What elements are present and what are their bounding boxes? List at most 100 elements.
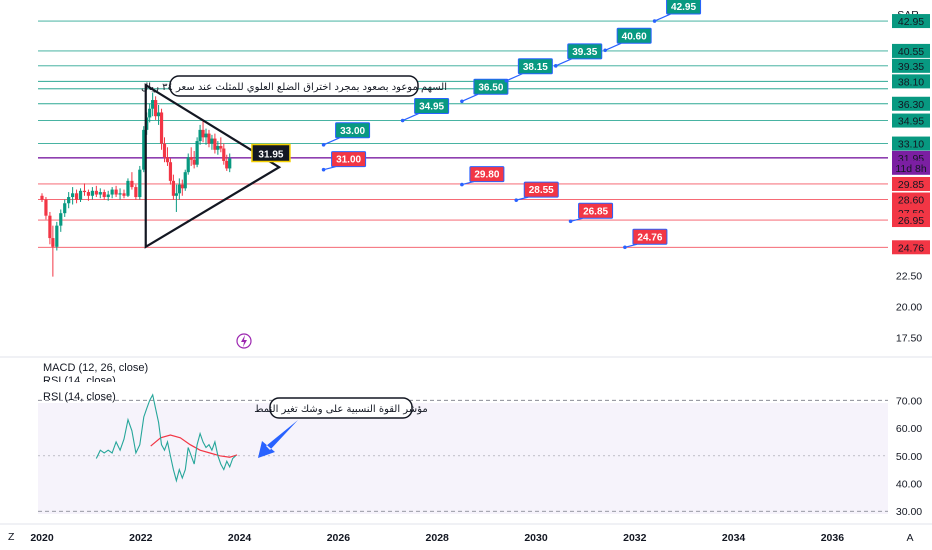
- price-badge[interactable]: [892, 96, 930, 111]
- time-tick-label: 2024: [228, 532, 252, 544]
- target-box[interactable]: [469, 166, 505, 183]
- level-lines: [38, 20, 888, 248]
- target-label: 24.76: [637, 232, 662, 243]
- macd-label[interactable]: MACD (12, 26, close): [43, 362, 148, 374]
- price-tick-label: 20.00: [896, 301, 922, 313]
- target-box[interactable]: [523, 181, 559, 198]
- lightning-icon[interactable]: [236, 333, 252, 349]
- candle-body: [219, 146, 223, 149]
- overlap-mask: [40, 382, 160, 390]
- price-axis: 42.9540.5539.3538.1036.3034.9533.1031.95…: [892, 14, 930, 345]
- target-dot: [460, 99, 464, 104]
- candle-body: [192, 159, 196, 165]
- target-box[interactable]: [567, 43, 603, 60]
- candle-body: [213, 138, 217, 150]
- target-box[interactable]: [335, 122, 371, 139]
- time-tick-label: 2026: [327, 532, 351, 544]
- candle-body: [222, 148, 226, 161]
- target-dot: [553, 64, 558, 68]
- target-dot: [623, 245, 627, 250]
- time-tick-label: 2022: [129, 532, 153, 544]
- time-axis: 2020 2022 2024 2026 2028 2030 2032 2034 2036: [30, 532, 844, 544]
- target-box[interactable]: [517, 58, 553, 75]
- candle-body: [174, 193, 178, 196]
- target-dot: [652, 19, 657, 23]
- candle-body: [201, 129, 205, 138]
- rsi-annotation-bubble: [269, 397, 413, 419]
- candle-body: [180, 184, 184, 189]
- candles: [40, 92, 232, 277]
- candle-body: [130, 180, 134, 188]
- target-dot: [504, 78, 509, 83]
- price-badge[interactable]: [892, 213, 930, 228]
- target-label: 42.95: [671, 2, 696, 13]
- price-badge[interactable]: [892, 14, 930, 29]
- candle-body: [134, 187, 138, 198]
- price-badge[interactable]: [892, 192, 930, 207]
- candle-body: [86, 192, 91, 196]
- price-badge[interactable]: [892, 74, 930, 89]
- price-tick-label: 17.50: [896, 333, 922, 345]
- price-badge[interactable]: [892, 113, 930, 128]
- target-box[interactable]: [414, 98, 450, 115]
- rsi-annotation-text: مؤشر القوة النسبية على وشك تغير النمط: [254, 404, 427, 415]
- time-tick-label: 2030: [524, 532, 548, 544]
- time-tick-label: 2034: [722, 532, 746, 544]
- target-box[interactable]: [578, 202, 614, 219]
- candle-body: [177, 184, 181, 194]
- price-pane: 33.00 34.95 36.50 38.15 39.35 40.60 42.95 31.00…: [38, 0, 930, 349]
- target-box[interactable]: [473, 78, 509, 95]
- price-badge[interactable]: [892, 136, 930, 151]
- candle-body: [67, 197, 71, 204]
- price-badge-label: 29.85: [898, 179, 924, 191]
- target-pointer: [604, 42, 622, 51]
- candle-body: [216, 146, 220, 150]
- target-box[interactable]: [666, 0, 702, 15]
- target-pointer: [323, 137, 340, 146]
- target-pointer: [402, 112, 419, 122]
- last-price-box[interactable]: [251, 143, 291, 163]
- candle-body: [154, 100, 158, 117]
- candle-body: [122, 193, 126, 196]
- target-dot: [514, 198, 519, 202]
- candle-body: [59, 213, 63, 226]
- price-badge[interactable]: [892, 160, 930, 175]
- last-price-label: 31.95: [258, 150, 283, 161]
- candle-body: [171, 180, 176, 196]
- candle-body: [148, 108, 152, 118]
- price-badge[interactable]: [892, 240, 930, 255]
- price-badge-label: 11d 8h: [895, 163, 926, 175]
- price-badge[interactable]: [892, 43, 930, 58]
- target-label: 39.35: [572, 47, 597, 58]
- target-box[interactable]: [616, 27, 652, 44]
- candle-body: [126, 180, 130, 196]
- price-badge[interactable]: [892, 176, 930, 191]
- target-label: 33.00: [340, 126, 365, 137]
- time-tick-label: 2028: [426, 532, 450, 544]
- target-dot: [400, 118, 405, 123]
- candle-body: [207, 133, 211, 144]
- candle-body: [138, 169, 142, 198]
- target-pointer: [506, 73, 523, 82]
- target-box[interactable]: [632, 228, 668, 245]
- target-dot: [603, 48, 607, 53]
- target-label: 40.60: [622, 31, 647, 42]
- target-box[interactable]: [331, 151, 367, 168]
- candle-body: [225, 160, 229, 169]
- price-annotation: السهم موعود بصعود بمجرد اختراق الضلع الع…: [141, 75, 447, 97]
- target-label: 34.95: [419, 102, 444, 113]
- price-tick-label: 22.50: [896, 270, 922, 282]
- corner-left-label[interactable]: Z: [8, 531, 15, 543]
- candle-body: [204, 133, 208, 138]
- candle-body: [55, 225, 59, 247]
- time-tick-label: 2032: [623, 532, 647, 544]
- rsi-label[interactable]: RSI (14, close): [43, 391, 116, 403]
- target-dot: [460, 182, 464, 187]
- target-dot: [321, 167, 326, 172]
- candle-body: [74, 193, 79, 200]
- corner-right-label[interactable]: A: [906, 532, 913, 544]
- price-annotation-text: السهم موعود بصعود بمجرد اختراق الضلع الع…: [141, 82, 447, 93]
- target-pointer: [555, 58, 573, 67]
- rsi-bands: [38, 399, 888, 512]
- price-badge[interactable]: [892, 58, 930, 73]
